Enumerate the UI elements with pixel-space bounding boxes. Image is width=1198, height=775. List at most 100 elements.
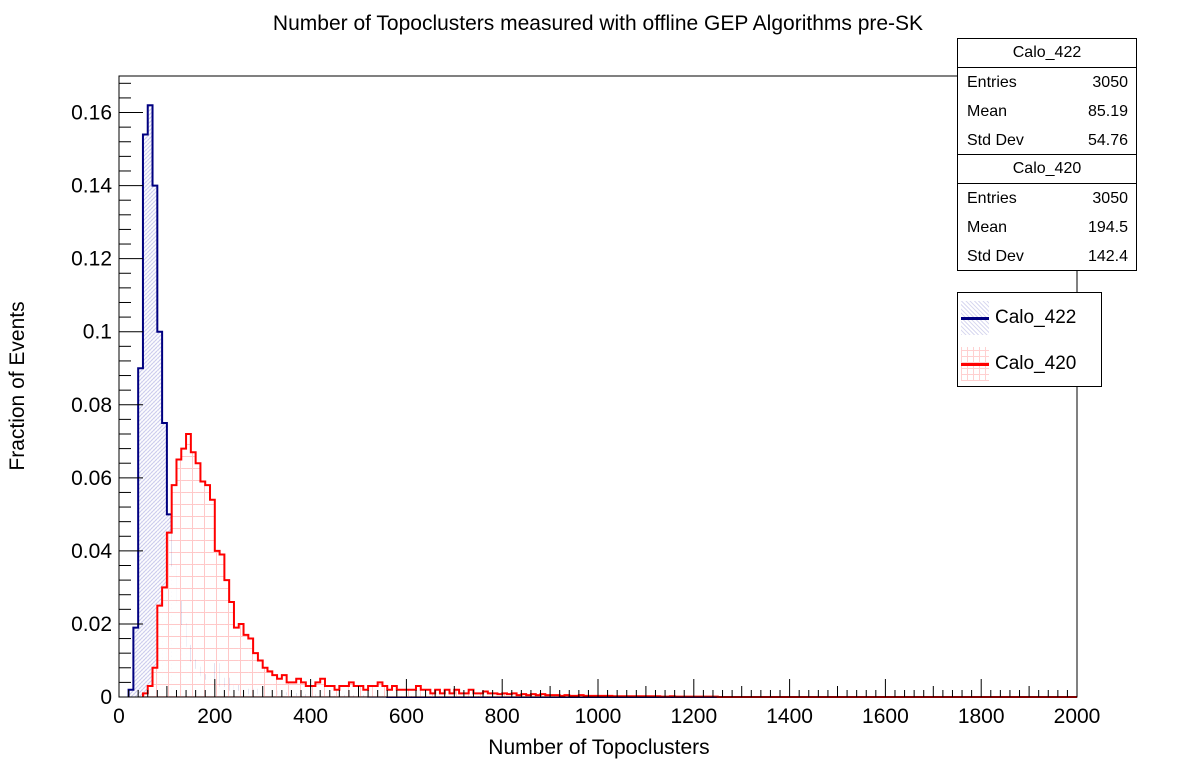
series-calo-422 <box>127 104 1077 698</box>
y-tick-label: 0.02 <box>71 613 112 636</box>
histogram-bar <box>248 638 254 697</box>
histogram-bar <box>334 689 340 697</box>
axes-layer: 0 200 400 600 800 1000 1200 1400 1600 1800 2000 0 0.… <box>71 82 1100 728</box>
histogram-bar <box>243 634 249 697</box>
histogram-bar <box>157 605 163 697</box>
y-tick-label: 0.06 <box>71 467 112 490</box>
y-tick-label: 0.14 <box>71 175 112 198</box>
histogram-bar <box>138 368 143 697</box>
stats-value: 3050 <box>1092 190 1128 207</box>
stats-label: Std Dev <box>967 132 1024 149</box>
y-tick-label: 0.04 <box>71 540 112 563</box>
histogram-bar <box>387 689 393 697</box>
legend-label: Calo_422 <box>995 307 1077 328</box>
stats-row-mean: Mean 85.19 <box>958 97 1136 126</box>
x-tick-label: 1000 <box>575 705 622 728</box>
histogram-bar <box>147 105 153 698</box>
histogram-bar <box>176 459 182 697</box>
series-outline <box>127 104 1077 698</box>
histogram-bar <box>162 423 167 697</box>
histogram-bar <box>382 686 388 697</box>
histogram-bar <box>281 675 287 697</box>
x-tick-label: 1400 <box>766 705 813 728</box>
series-layer <box>127 104 1077 698</box>
legend-entry-calo-422: Calo_422 <box>961 300 1076 336</box>
histogram-bar <box>396 689 402 697</box>
series-outline <box>141 432 1077 698</box>
y-tick-label: 0.16 <box>71 102 112 125</box>
chart-title: Number of Topoclusters measured with off… <box>273 12 923 35</box>
stats-value: 85.19 <box>1087 103 1128 120</box>
histogram-bar <box>128 689 134 697</box>
histogram-bar <box>262 667 268 697</box>
histogram-bar <box>454 689 460 697</box>
stats-title: Calo_422 <box>958 39 1136 68</box>
histogram-bar <box>521 694 527 697</box>
histogram-bar <box>435 689 440 697</box>
stats-row-entries: Entries 3050 <box>958 68 1136 97</box>
stats-value: 142.4 <box>1087 248 1128 265</box>
stats-label: Mean <box>967 103 1008 120</box>
histogram-bar <box>310 686 316 697</box>
histogram-bar <box>425 689 431 697</box>
histogram-bar <box>478 693 484 697</box>
histogram-bar <box>315 682 321 697</box>
histogram-bar <box>502 693 507 697</box>
histogram-bar <box>497 694 503 697</box>
stats-value: 3050 <box>1092 74 1128 91</box>
histogram-bar <box>329 686 335 697</box>
legend-swatch-icon <box>961 301 989 335</box>
stats-label: Entries <box>967 74 1017 91</box>
histogram-bar <box>444 689 450 697</box>
histogram-bar <box>358 686 364 697</box>
histogram-bar <box>344 686 349 697</box>
histogram-bar <box>142 693 148 697</box>
stats-box-calo-422: Calo_422 Entries 3050 Mean 85.19 Std Dev… <box>957 38 1137 155</box>
histogram-bar <box>320 678 325 697</box>
histogram-bar <box>291 682 297 697</box>
histogram-bar <box>324 686 330 697</box>
histogram-bar <box>540 694 546 697</box>
x-tick-label: 1200 <box>670 705 717 728</box>
histogram-bar <box>363 689 369 697</box>
histogram-bar <box>459 693 464 697</box>
histogram-bar <box>157 331 163 697</box>
histogram-bar <box>449 693 455 697</box>
histogram-bar <box>392 686 397 697</box>
stats-row-entries: Entries 3050 <box>958 184 1136 213</box>
series-calo-420 <box>141 432 1077 698</box>
y-axis-label: Fraction of Events <box>6 301 29 470</box>
histogram-bar <box>214 550 220 697</box>
histogram-bar <box>411 689 416 697</box>
histogram-bar <box>348 682 354 697</box>
histogram-bar <box>186 433 191 697</box>
histogram-bar <box>430 693 436 697</box>
histogram-bar <box>468 689 474 697</box>
histogram-bar <box>286 682 292 697</box>
histogram-bar <box>233 627 239 697</box>
histogram-bar <box>305 686 311 697</box>
stats-row-mean: Mean 194.5 <box>958 213 1136 242</box>
legend-swatch-icon <box>961 347 989 381</box>
histogram-bar <box>401 689 407 697</box>
x-tick-label: 600 <box>389 705 424 728</box>
histogram-bar <box>483 691 488 697</box>
histogram-bar <box>420 689 426 697</box>
legend-label: Calo_420 <box>995 353 1077 374</box>
y-tick-label: 0.08 <box>71 394 112 417</box>
stats-label: Entries <box>967 190 1017 207</box>
histogram-bar <box>492 693 498 697</box>
histogram-bar <box>190 452 196 697</box>
histogram-bar <box>224 580 230 697</box>
x-tick-label: 1800 <box>958 705 1005 728</box>
histogram-bar <box>152 667 158 697</box>
histogram-bar <box>229 602 234 697</box>
histogram-bar <box>473 693 479 697</box>
histogram-bar <box>339 686 345 697</box>
histogram-bar <box>511 693 517 697</box>
histogram-bar <box>152 185 158 697</box>
histogram-bar <box>142 134 148 698</box>
histogram-bar <box>415 686 421 697</box>
y-tick-label: 0 <box>100 686 112 709</box>
histogram-bar <box>253 653 258 697</box>
